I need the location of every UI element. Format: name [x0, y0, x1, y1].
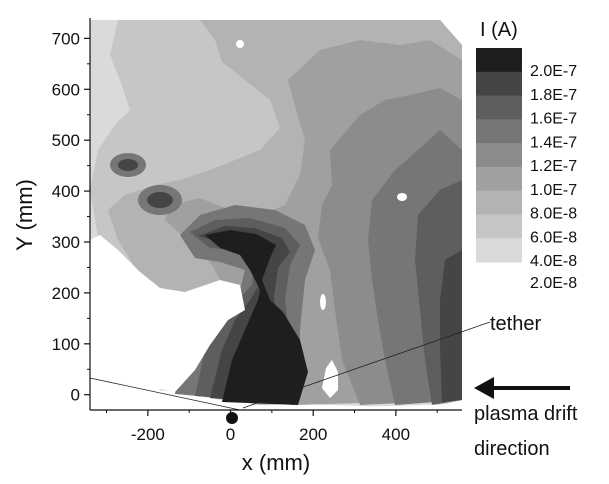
- tether-line: [89, 377, 241, 411]
- colorbar-swatch: [476, 71, 522, 97]
- y-tick-label: 0: [71, 386, 80, 405]
- colorbar-level-label: 4.0E-8: [530, 253, 577, 270]
- annotations: tether plasma drift direction: [474, 313, 578, 460]
- drift-arrow: [474, 377, 570, 399]
- contour-layer: [90, 18, 470, 410]
- y-axis-label: Y (mm): [12, 179, 37, 251]
- colorbar-level-label: 1.0E-7: [530, 182, 577, 199]
- contour-blob: [147, 192, 173, 208]
- x-axis-label: x (mm): [242, 450, 310, 475]
- contour-blob: [118, 66, 138, 78]
- contour-blob: [209, 98, 219, 106]
- y-tick-label: 100: [52, 335, 80, 354]
- colorbar-swatch: [476, 48, 522, 73]
- x-tick-label: 0: [226, 425, 235, 444]
- y-tick-label: 200: [52, 284, 80, 303]
- excluded-region: [90, 378, 462, 410]
- drift-arrow-head: [474, 377, 494, 399]
- colorbar-swatch: [476, 190, 522, 215]
- colorbar-level-label: 8.0E-8: [530, 206, 577, 223]
- y-tick-label: 300: [52, 233, 80, 252]
- colorbar-swatch: [476, 214, 522, 239]
- colorbar-swatch: [476, 95, 522, 120]
- x-tick-label: 400: [382, 425, 410, 444]
- colorbar-swatch: [476, 119, 522, 144]
- colorbar-title: I (A): [480, 19, 518, 41]
- contour-low-spot: [322, 360, 338, 398]
- contour-blob: [236, 40, 244, 48]
- colorbar-level-label: 1.8E-7: [530, 87, 577, 104]
- colorbar-level-label: 1.2E-7: [530, 158, 577, 175]
- y-ticks: 0 100 200 300 400 500 600 700: [52, 29, 90, 405]
- colorbar-swatch: [476, 238, 522, 263]
- axes: -200 0 200 400 0 100 200 300 400 500 600 700 x (mm…: [12, 18, 462, 475]
- colorbar-level-label: 6.0E-8: [530, 229, 577, 246]
- x-tick-label: -200: [131, 425, 165, 444]
- plot-area: [89, 18, 491, 424]
- annotation-drift-line1: plasma drift: [474, 403, 578, 425]
- colorbar-level-label: 2.0E-7: [530, 63, 577, 80]
- annotation-tether: tether: [490, 313, 541, 335]
- excluded-region: [90, 235, 245, 392]
- contour-blob: [118, 159, 138, 171]
- contour-band-level-7: [440, 250, 462, 402]
- colorbar-swatch: [476, 166, 522, 192]
- y-tick-label: 600: [52, 80, 80, 99]
- tether-anchor-marker: [226, 412, 238, 424]
- y-tick-label: 500: [52, 131, 80, 150]
- colorbar-swatches: [476, 48, 522, 263]
- annotation-drift-line2: direction: [474, 438, 550, 460]
- colorbar-level-label: 2.0E-8: [530, 275, 577, 292]
- y-tick-label: 700: [52, 29, 80, 48]
- x-tick-label: 200: [299, 425, 327, 444]
- colorbar-labels: 2.0E-7 1.8E-7 1.6E-7 1.4E-7 1.2E-7 1.0E-7 8.0E…: [530, 63, 577, 292]
- excluded-region: [440, 18, 470, 45]
- contour-core-peak: [205, 230, 308, 405]
- colorbar-level-label: 1.6E-7: [530, 111, 577, 128]
- contour-low-spot: [397, 193, 407, 201]
- colorbar-level-label: 1.4E-7: [530, 134, 577, 151]
- colorbar-swatch: [476, 143, 522, 168]
- x-ticks: -200 0 200 400: [106, 410, 438, 444]
- contour-blob: [224, 123, 256, 143]
- y-tick-label: 400: [52, 182, 80, 201]
- colorbar: I (A) 2.0E-7 1.8E-7 1.6E-7 1.4E-7 1.2E-7 1.0E…: [476, 19, 577, 292]
- contour-low-spot: [320, 294, 326, 310]
- tether-pointer: [242, 321, 491, 409]
